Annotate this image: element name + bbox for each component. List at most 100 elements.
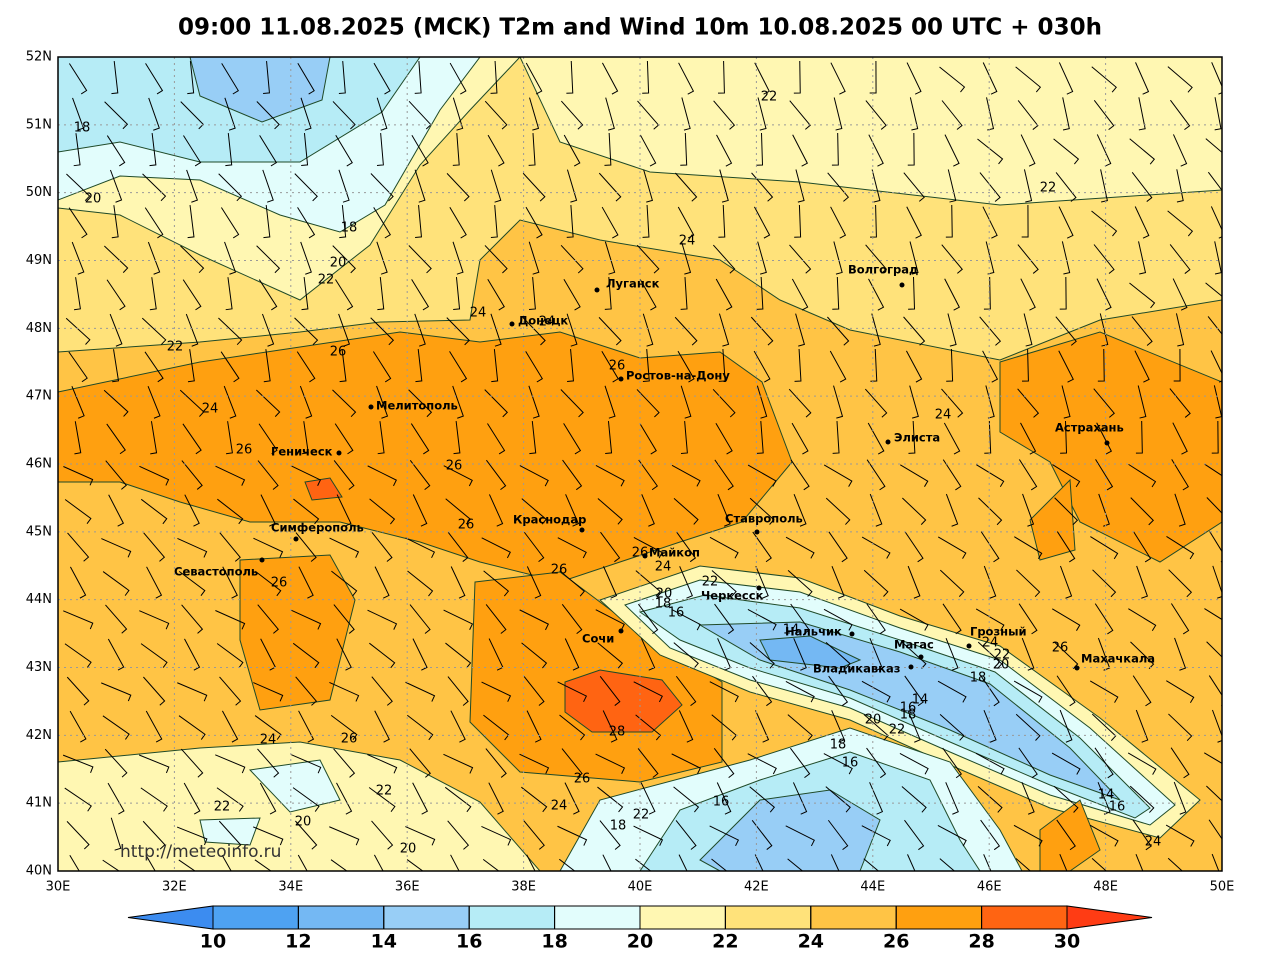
contour-label: 16 [713, 795, 730, 810]
wind-barb [633, 681, 663, 703]
wind-barb [219, 532, 241, 562]
wind-barb [1060, 420, 1068, 454]
wind-barb [449, 351, 468, 383]
temp-zone [698, 621, 1121, 801]
y-tick-label: 47N [26, 389, 52, 404]
wind-barb [982, 206, 998, 239]
wind-barb [410, 423, 430, 455]
wind-barb [1138, 97, 1146, 131]
wind-barb [1166, 536, 1195, 560]
wind-barb [899, 608, 929, 631]
contour-label: 24 [260, 733, 277, 748]
wind-barb [446, 173, 470, 202]
colorbar-label: 30 [1054, 931, 1080, 953]
wind-barb [907, 854, 916, 871]
wind-barb [408, 389, 433, 418]
wind-barb [1051, 608, 1081, 631]
wind-barb [1093, 388, 1115, 418]
wind-barb [215, 754, 246, 774]
wind-barb [146, 566, 163, 599]
wind-barb [1023, 313, 1033, 347]
wind-barb [102, 715, 130, 740]
wind-barb [1211, 420, 1219, 454]
wind-barb [640, 782, 656, 815]
wind-barb [262, 169, 274, 203]
wind-barb [1096, 278, 1112, 311]
contour-label: 24 [202, 402, 219, 417]
wind-barb [259, 135, 278, 167]
wind-barb [177, 682, 208, 702]
contour-label: 26 [446, 459, 463, 474]
wind-barb [865, 100, 887, 130]
wind-barb [603, 566, 618, 599]
contour-label: 14 [1098, 788, 1115, 803]
wind-barb [329, 681, 360, 702]
wind-barb [149, 277, 157, 311]
wind-barb [673, 786, 700, 813]
wind-barb [942, 603, 962, 635]
wind-barb [675, 820, 697, 850]
wind-barb [447, 532, 469, 562]
wind-barb [1017, 100, 1039, 130]
wind-barb [1212, 709, 1222, 743]
wind-barb [109, 169, 123, 203]
city-dot [642, 553, 648, 559]
wind-barb [333, 604, 355, 634]
wind-barb [1169, 388, 1191, 418]
wind-barb [597, 786, 624, 813]
wind-barb [794, 348, 802, 382]
x-tick-label: 36E [395, 880, 420, 895]
wind-barb [1214, 97, 1222, 131]
wind-barb [377, 277, 385, 311]
colorbar-segment [810, 905, 897, 930]
wind-barb [218, 820, 242, 850]
city-label: Сочи [582, 632, 614, 646]
contour-label: 26 [609, 359, 626, 374]
wind-barb [716, 134, 733, 167]
wind-barb [642, 349, 650, 382]
wind-barb [1015, 713, 1041, 741]
temp-zone [248, 759, 341, 813]
wind-barb [984, 420, 992, 454]
colorbar-segment [297, 905, 385, 930]
wind-barb [447, 820, 470, 850]
wind-barb [755, 566, 769, 599]
wind-barb [412, 782, 429, 815]
wind-barb [487, 279, 505, 311]
wind-barb [753, 350, 771, 383]
contour-label: 22 [761, 90, 778, 105]
wind-barb [595, 464, 625, 487]
wind-barb [869, 493, 883, 527]
wind-barb [291, 754, 322, 774]
wind-barb [1093, 99, 1115, 130]
contour-label: 26 [458, 518, 475, 533]
wind-barb [453, 421, 461, 455]
wind-barb [139, 610, 170, 630]
wind-barb [718, 349, 726, 382]
wind-barb [412, 494, 428, 527]
wind-barb [142, 173, 167, 202]
wind-barb [443, 465, 473, 487]
wind-barb [635, 714, 662, 741]
wind-barb [792, 134, 809, 167]
wind-barb [789, 100, 811, 130]
wind-barb [947, 169, 957, 203]
wind-barb [526, 854, 536, 871]
wind-barb [1055, 316, 1077, 346]
wind-barb [557, 537, 587, 559]
wind-barb [564, 638, 580, 671]
wind-barb [563, 134, 581, 167]
wind-barb [598, 172, 622, 202]
wind-barb [1013, 824, 1043, 847]
wind-barb [294, 173, 318, 202]
wind-barb [143, 532, 166, 562]
wind-barb [1212, 565, 1222, 599]
wind-barb [903, 172, 925, 202]
wind-barb [945, 493, 959, 527]
wind-barb [301, 277, 309, 311]
wind-barb [1203, 752, 1222, 764]
wind-barb [752, 531, 772, 563]
wind-barb [301, 133, 309, 167]
wind-barb [675, 172, 698, 202]
colorbar-label: 22 [712, 931, 738, 953]
